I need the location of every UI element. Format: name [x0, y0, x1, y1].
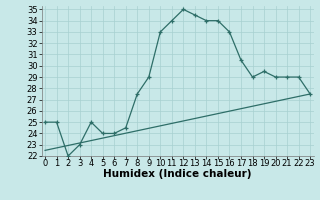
X-axis label: Humidex (Indice chaleur): Humidex (Indice chaleur): [103, 169, 252, 179]
